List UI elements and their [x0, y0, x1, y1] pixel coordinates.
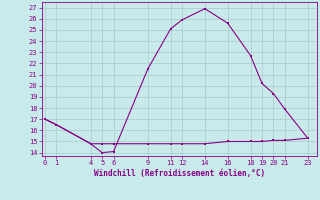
X-axis label: Windchill (Refroidissement éolien,°C): Windchill (Refroidissement éolien,°C)	[94, 169, 265, 178]
